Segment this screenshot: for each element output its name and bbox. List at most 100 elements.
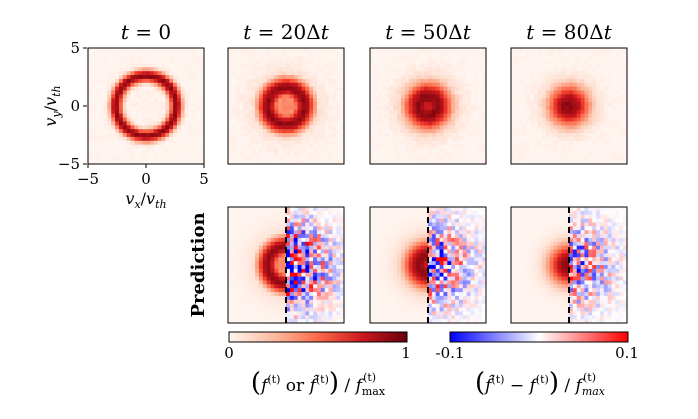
heatmap-cell xyxy=(400,136,406,142)
heatmap-cell xyxy=(530,78,535,84)
heatmap-cell xyxy=(584,78,589,84)
heatmap-cell xyxy=(138,90,143,95)
heatmap-cell xyxy=(462,129,468,134)
heatmap-cell xyxy=(565,78,570,84)
heatmap-cell xyxy=(286,234,291,239)
heatmap-cell xyxy=(439,117,444,122)
heatmap-cell xyxy=(549,109,554,115)
heatmap-cell xyxy=(569,148,574,153)
heatmap-cell xyxy=(95,82,100,88)
heatmap-cell xyxy=(470,257,475,262)
heatmap-cell xyxy=(373,63,379,68)
heatmap-cell xyxy=(389,265,394,270)
heatmap-cell xyxy=(478,265,483,270)
heatmap-cell xyxy=(115,148,120,153)
heatmap-cell xyxy=(228,207,233,212)
heatmap-cell xyxy=(431,234,437,239)
heatmap-cell xyxy=(301,237,306,243)
heatmap-cell xyxy=(428,82,433,88)
heatmap-cell xyxy=(270,226,275,231)
heatmap-cell xyxy=(274,253,279,258)
heatmap-cell xyxy=(266,102,271,107)
heatmap-cell xyxy=(324,303,329,308)
heatmap-cell xyxy=(286,268,291,274)
heatmap-cell xyxy=(270,222,275,227)
heatmap-cell xyxy=(599,152,605,157)
heatmap-cell xyxy=(173,117,178,122)
heatmap-cell xyxy=(320,75,326,80)
heatmap-cell xyxy=(301,249,306,254)
heatmap-cell xyxy=(511,63,516,68)
heatmap-cell xyxy=(474,249,479,254)
heatmap-cell xyxy=(107,121,112,126)
heatmap-cell xyxy=(393,102,398,107)
heatmap-cell xyxy=(565,117,570,122)
heatmap-cell xyxy=(324,249,329,254)
heatmap-cell xyxy=(599,125,605,130)
heatmap-cell xyxy=(297,319,302,324)
heatmap-cell xyxy=(424,63,429,68)
heatmap-cell xyxy=(466,241,471,247)
heatmap-cell xyxy=(157,152,162,157)
heatmap-cell xyxy=(435,133,440,138)
heatmap-cell xyxy=(373,55,379,60)
heatmap-cell xyxy=(320,160,326,165)
heatmap-cell xyxy=(332,311,337,316)
heatmap-cell xyxy=(340,48,345,53)
heatmap-cell xyxy=(289,268,295,274)
heatmap-cell xyxy=(165,125,170,130)
heatmap-cell xyxy=(297,140,302,146)
heatmap-cell xyxy=(301,55,306,60)
heatmap-cell xyxy=(270,75,275,80)
heatmap-cell xyxy=(196,94,201,99)
heatmap-cell xyxy=(435,156,440,161)
heatmap-cell xyxy=(455,207,460,212)
heatmap-cell xyxy=(99,152,104,157)
heatmap-cell xyxy=(286,59,291,64)
heatmap-cell xyxy=(462,265,468,270)
heatmap-cell xyxy=(336,230,341,235)
heatmap-cell xyxy=(192,71,197,76)
heatmap-cell xyxy=(522,117,527,122)
heatmap-cell xyxy=(561,102,566,107)
heatmap-cell xyxy=(301,48,306,53)
heatmap-cell xyxy=(262,241,268,247)
heatmap-cell xyxy=(377,241,382,247)
heatmap-cell xyxy=(95,129,100,134)
heatmap-cell xyxy=(301,295,306,301)
heatmap-cell xyxy=(596,63,601,68)
heatmap-cell xyxy=(443,113,448,118)
heatmap-cell xyxy=(482,237,487,243)
heatmap-cell xyxy=(458,226,464,231)
heatmap-cell xyxy=(235,98,240,103)
heatmap-cell xyxy=(251,280,256,285)
heatmap-cell xyxy=(118,90,124,95)
heatmap-cell xyxy=(95,98,100,103)
heatmap-cell xyxy=(462,125,468,130)
heatmap-cell xyxy=(130,94,135,99)
heatmap-cell xyxy=(412,125,417,130)
heatmap-cell xyxy=(95,55,100,60)
heatmap-cell xyxy=(297,121,302,126)
heatmap-cell xyxy=(231,214,237,219)
heatmap-cell xyxy=(239,67,244,72)
heatmap-cell xyxy=(412,207,417,212)
heatmap-top-2 xyxy=(369,47,487,165)
heatmap-cell xyxy=(149,109,155,115)
heatmap-cell xyxy=(416,253,421,258)
heatmap-cell xyxy=(239,303,244,308)
heatmap-cell xyxy=(293,288,298,293)
heatmap-cell xyxy=(522,113,527,118)
heatmap-cell xyxy=(305,55,310,60)
heatmap-cell xyxy=(192,121,197,126)
heatmap-cell xyxy=(607,144,612,149)
heatmap-cell xyxy=(251,67,256,72)
heatmap-cell xyxy=(243,253,248,258)
heatmap-cell xyxy=(130,90,135,95)
heatmap-cell xyxy=(231,257,237,262)
heatmap-cell xyxy=(169,133,174,138)
heatmap-cell xyxy=(370,237,375,243)
heatmap-cell xyxy=(293,109,298,115)
heatmap-cell xyxy=(153,121,158,126)
heatmap-cell xyxy=(412,144,417,149)
